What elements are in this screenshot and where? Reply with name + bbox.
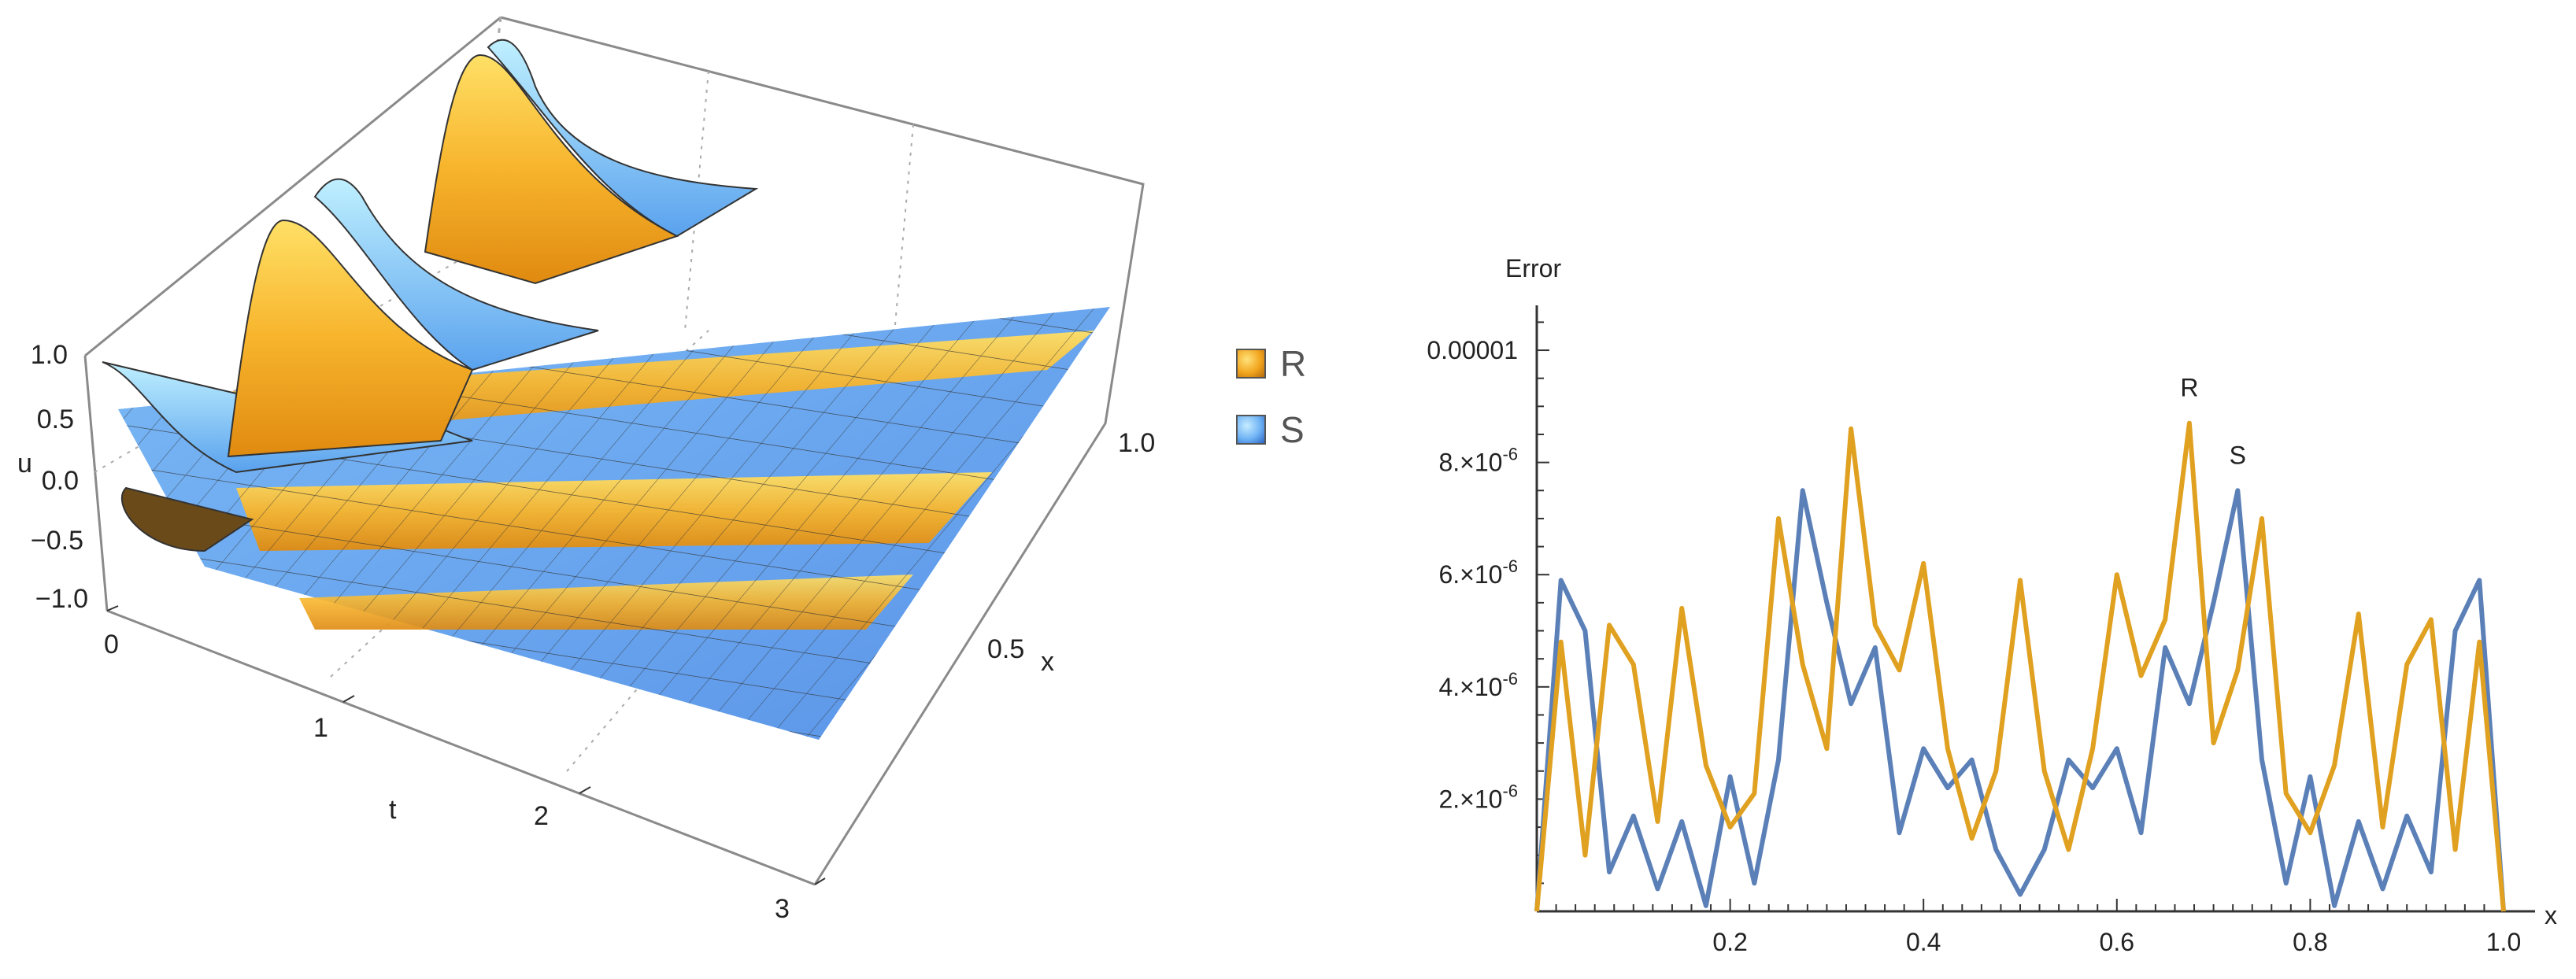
- u-axis-label: u: [17, 449, 32, 478]
- u-tick-neg0.5: −0.5: [31, 526, 83, 556]
- y-tick-label: 6.×10-6: [1438, 556, 1518, 589]
- error-chart-ticks: [1537, 321, 2504, 911]
- legend-swatch-s: [1236, 415, 1266, 445]
- x-tick-1.0: 1.0: [1118, 428, 1155, 458]
- t-tick-3: 3: [775, 894, 790, 924]
- y-axis-label: Error: [1505, 254, 1561, 283]
- x-axis-label: x: [2545, 901, 2557, 929]
- u-tick-0: 0.0: [42, 466, 79, 496]
- legend-item-s: S: [1236, 397, 1306, 463]
- legend-swatch-r: [1236, 349, 1266, 379]
- series-line-s: [1534, 488, 2506, 912]
- series-line-r: [1534, 420, 2506, 912]
- legend-label-s: S: [1280, 409, 1305, 450]
- t-tick-2: 2: [534, 801, 549, 831]
- surface-peaks: [102, 39, 759, 552]
- t-tick-1: 1: [313, 713, 328, 743]
- legend: R S: [1236, 331, 1306, 463]
- x-axis-label-3d: x: [1041, 647, 1054, 677]
- t-axis-ticks: [106, 605, 826, 885]
- y-tick-label: 0.00001: [1427, 336, 1518, 364]
- bounding-box: [83, 16, 1145, 886]
- surface-plot-3d: 1.0 0.5 0.0 −0.5 −1.0 u 0 1 2 3 t 0.5 1.…: [17, 16, 1155, 924]
- u-tick-0.5: 0.5: [37, 405, 74, 434]
- x-tick-label: 0.6: [2100, 928, 2134, 956]
- t-tick-0: 0: [104, 630, 119, 659]
- y-tick-label: 4.×10-6: [1438, 669, 1518, 701]
- series-annotation-s: S: [2230, 441, 2246, 469]
- legend-item-r: R: [1236, 331, 1306, 397]
- error-chart-series: [1534, 420, 2506, 912]
- u-tick-neg1: −1.0: [35, 584, 88, 614]
- error-chart-labels: 0.2 0.4 0.6 0.8 1.0 2.×10-6 4.×10-6 6.×10-6 8.×1…: [1427, 254, 2557, 956]
- legend-label-r: R: [1280, 343, 1307, 384]
- x-tick-label: 1.0: [2486, 928, 2521, 956]
- y-tick-label: 8.×10-6: [1438, 445, 1518, 477]
- x-tick-label: 0.2: [1712, 928, 1747, 956]
- u-tick-1: 1.0: [31, 340, 68, 370]
- x-tick-label: 0.8: [2293, 928, 2327, 956]
- y-tick-label: 2.×10-6: [1438, 781, 1518, 813]
- series-annotation-r: R: [2180, 374, 2198, 402]
- t-axis-label: t: [389, 795, 397, 825]
- x-tick-0.5: 0.5: [987, 634, 1024, 664]
- x-tick-label: 0.4: [1906, 928, 1941, 956]
